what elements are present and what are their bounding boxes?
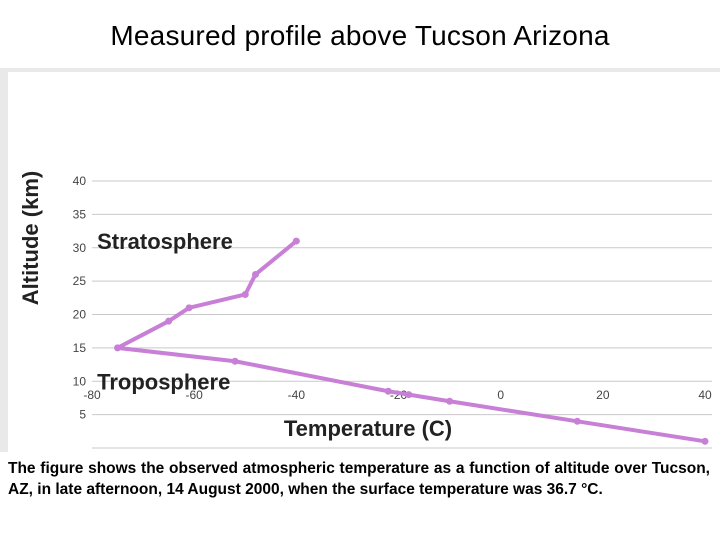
data-point — [165, 317, 173, 325]
y-tick-label: 20 — [73, 308, 87, 322]
data-point — [241, 290, 249, 298]
y-tick-label: 10 — [73, 374, 87, 388]
series — [114, 237, 709, 445]
x-tick-label: 20 — [596, 388, 610, 402]
x-axis-ticks: -80 -60 -40 -20 0 20 40 — [83, 388, 712, 402]
grid — [92, 180, 712, 449]
data-point — [114, 344, 122, 352]
series-line — [115, 239, 707, 444]
data-point — [573, 417, 581, 425]
y-tick-label: 35 — [73, 207, 87, 221]
chart-panel: 5 10 15 20 25 30 35 40 -80 -60 -40 -20 0 20 40 Strato… — [0, 68, 720, 452]
data-point — [292, 237, 300, 245]
x-tick-label: 40 — [698, 388, 712, 402]
plot-background — [8, 72, 720, 452]
x-tick-label: -80 — [83, 388, 101, 402]
page-title: Measured profile above Tucson Arizona — [110, 20, 610, 51]
y-axis-title: Altitude (km) — [18, 171, 43, 305]
y-tick-label: 40 — [73, 174, 87, 188]
data-point — [405, 391, 413, 399]
data-point — [446, 397, 454, 405]
region-label-troposphere: Troposphere — [97, 369, 230, 394]
data-point — [185, 304, 193, 312]
data-point — [384, 387, 392, 395]
data-point — [251, 270, 259, 278]
y-tick-label: 25 — [73, 274, 87, 288]
annotations: Stratosphere Troposphere — [97, 229, 233, 394]
y-axis-ticks: 5 10 15 20 25 30 35 40 — [73, 174, 87, 422]
x-tick-label: 0 — [497, 388, 504, 402]
y-tick-label: 5 — [79, 408, 86, 422]
y-tick-label: 15 — [73, 341, 87, 355]
y-tick-label: 30 — [73, 241, 87, 255]
data-point — [701, 437, 709, 445]
figure-caption: The figure shows the observed atmospheri… — [8, 460, 710, 498]
x-tick-label: -40 — [288, 388, 306, 402]
region-label-stratosphere: Stratosphere — [97, 229, 233, 254]
x-axis-title: Temperature (C) — [284, 416, 452, 441]
x-tick-label: -60 — [185, 388, 203, 402]
data-point — [231, 357, 239, 365]
